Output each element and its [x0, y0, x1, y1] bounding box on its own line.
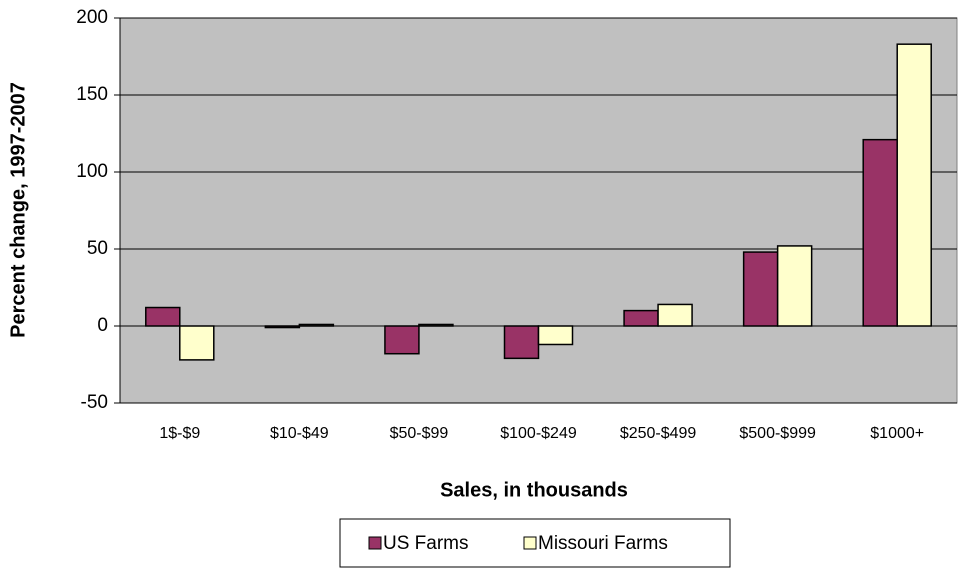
x-tick-label: $500-$999	[739, 425, 816, 442]
bar	[862, 138, 898, 327]
y-tick-label: 50	[87, 238, 108, 259]
bar	[503, 325, 540, 360]
bar	[384, 325, 420, 355]
bar	[742, 251, 779, 327]
legend-swatch	[523, 536, 537, 550]
x-tick-label: $50-$99	[390, 425, 449, 442]
x-tick-label: $250-$499	[620, 425, 697, 442]
y-tick-label: 0	[97, 315, 108, 336]
legend-swatch	[368, 536, 382, 550]
bar	[776, 245, 813, 327]
bar	[145, 306, 181, 327]
x-axis-title: Sales, in thousands	[440, 479, 628, 501]
x-tick-label: $1000+	[870, 425, 924, 442]
y-axis-title: Percent change, 1997-2007	[7, 82, 29, 338]
bar	[179, 325, 215, 361]
bar	[537, 325, 574, 346]
y-tick-label: 200	[76, 7, 108, 28]
bar	[623, 309, 659, 327]
x-tick-label: 1$-$9	[159, 425, 200, 442]
x-tick-label: $10-$49	[270, 425, 329, 442]
bar	[896, 43, 932, 327]
legend-label: Missouri Farms	[538, 533, 668, 554]
legend-label: US Farms	[383, 533, 469, 554]
bar	[657, 303, 693, 327]
y-tick-label: -50	[81, 392, 108, 413]
x-tick-label: $100-$249	[500, 425, 577, 442]
y-tick-label: 150	[76, 84, 108, 105]
y-tick-label: 100	[76, 161, 108, 182]
